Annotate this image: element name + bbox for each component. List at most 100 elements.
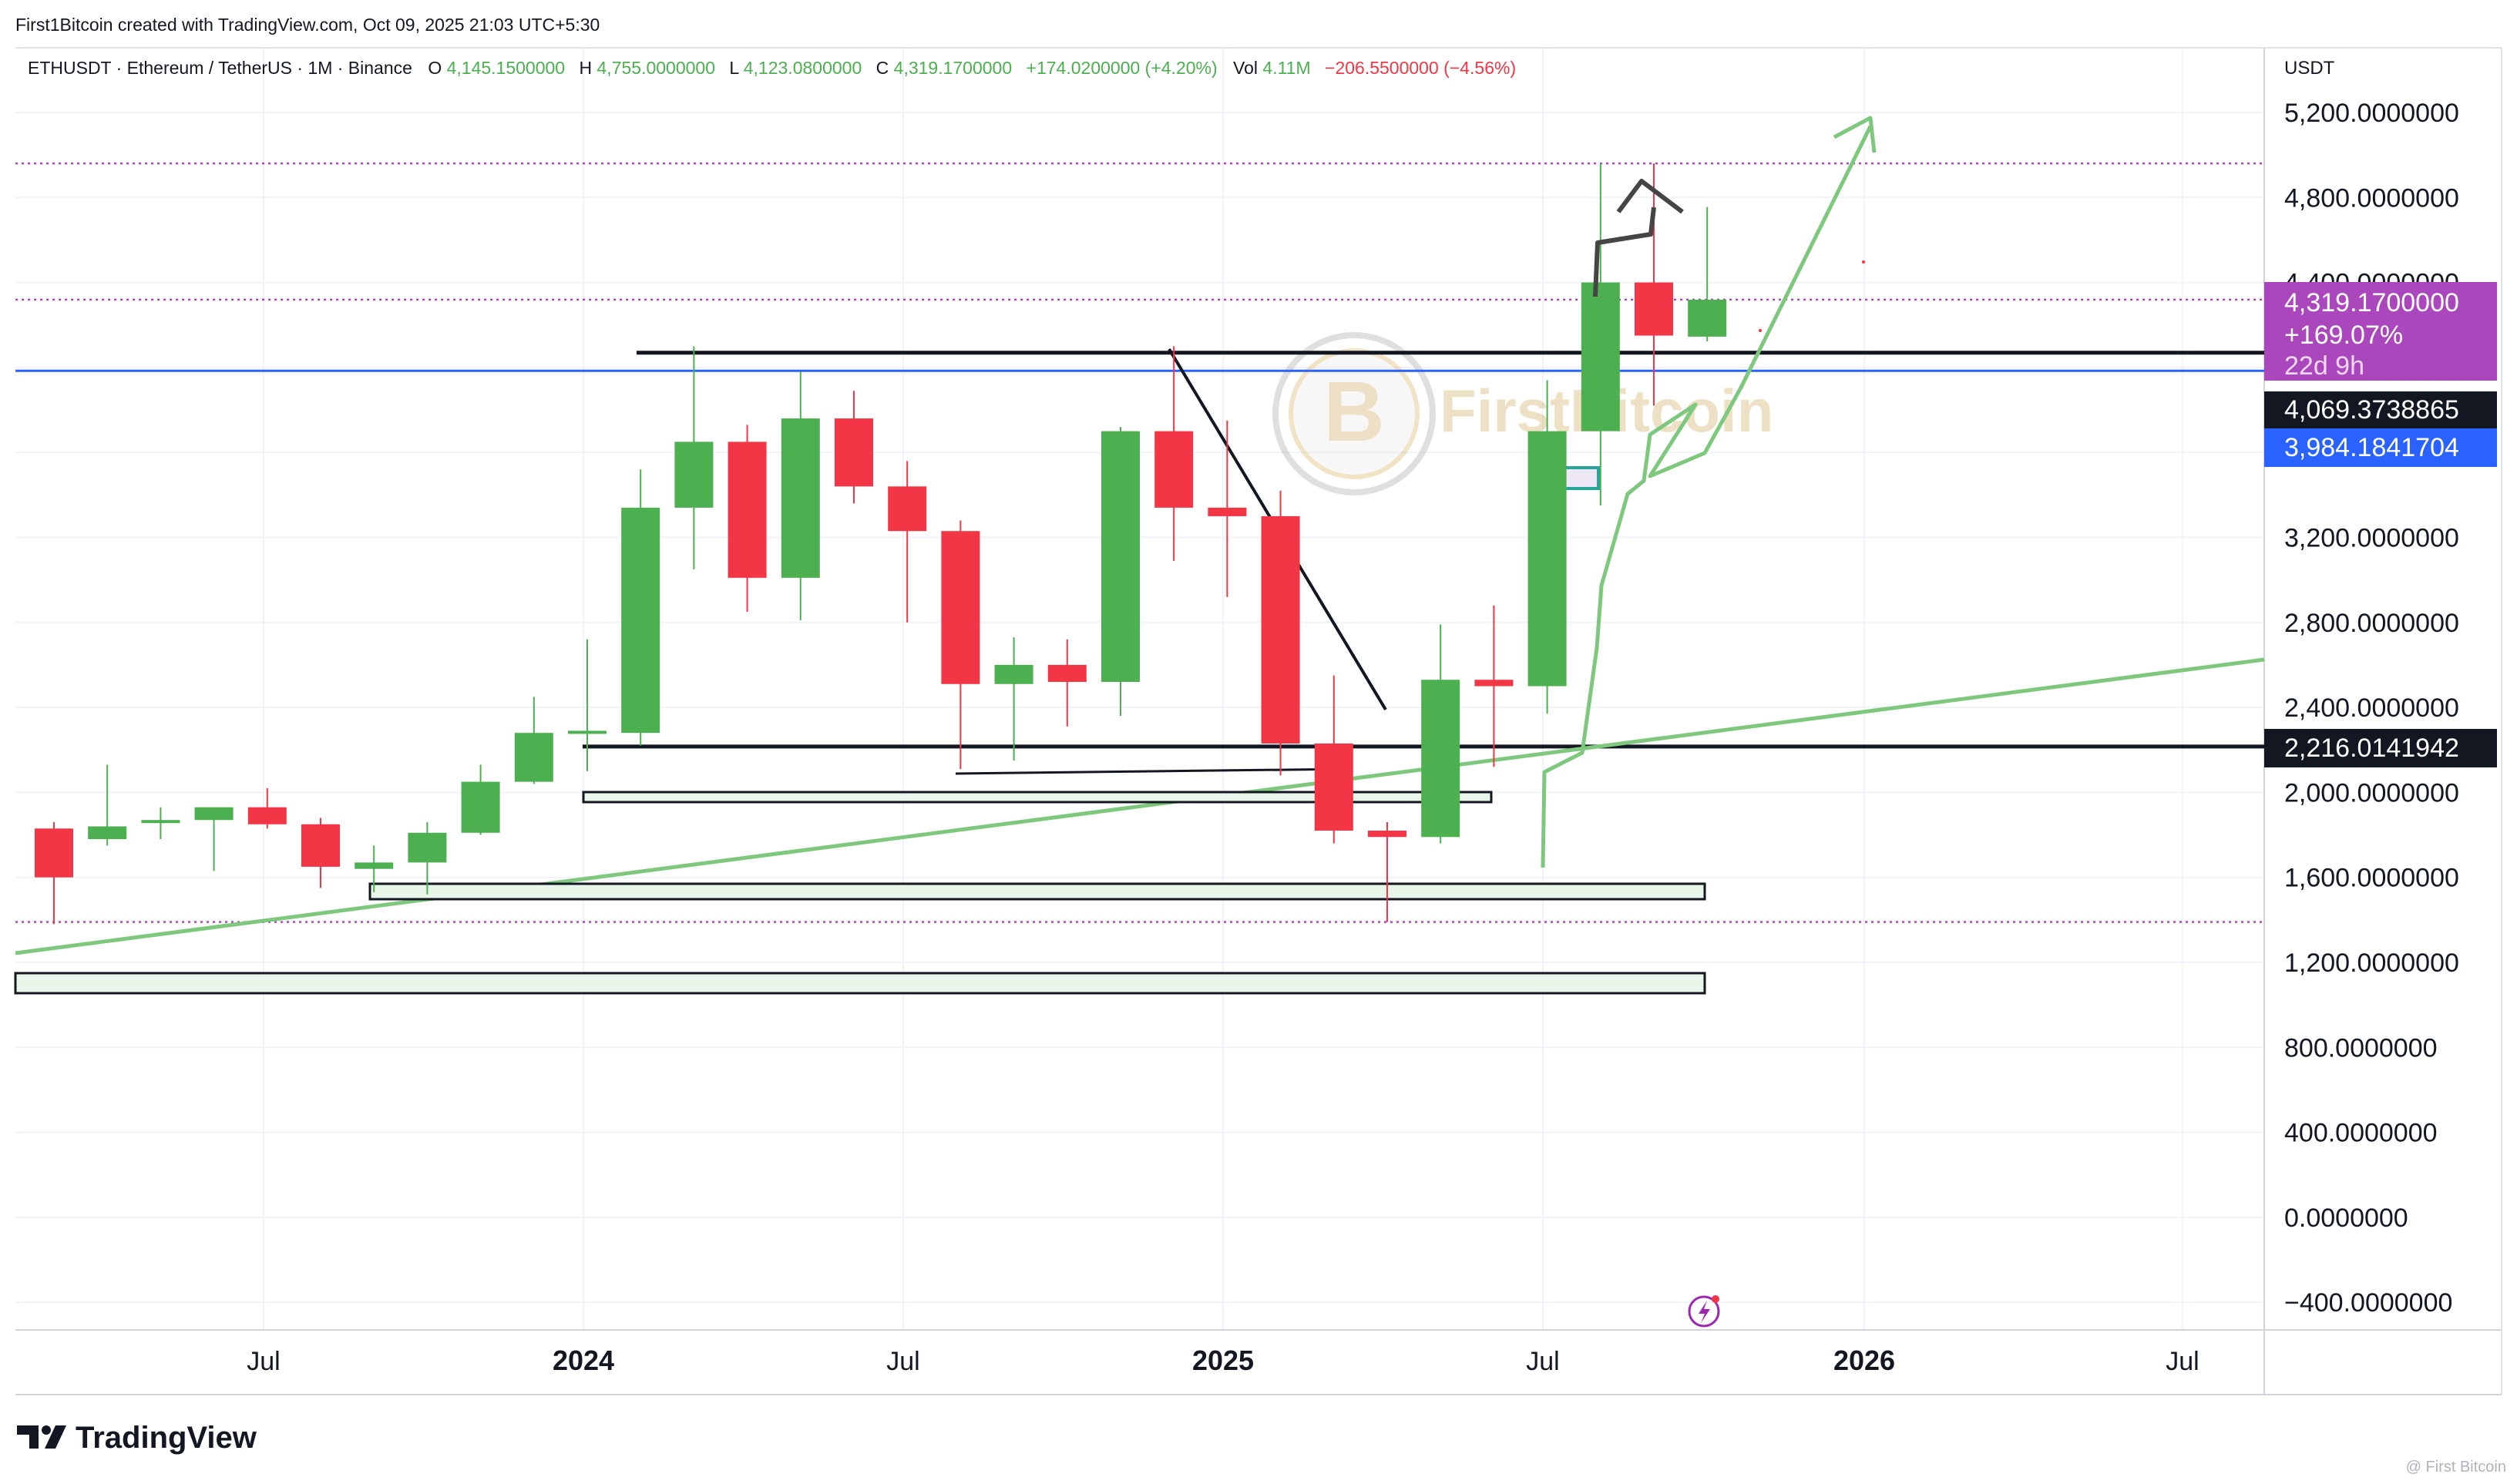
price-tick-label: 5,200.0000000	[2284, 99, 2459, 128]
candle[interactable]	[301, 818, 340, 888]
candle[interactable]	[1368, 822, 1406, 922]
level-label-black-value: 4,069.3738865	[2284, 395, 2459, 425]
candle[interactable]	[781, 371, 820, 621]
candle-body	[941, 531, 980, 684]
current-price-label: 4,319.1700000 +169.07% 22d 9h	[2264, 282, 2497, 381]
level-label-support: 2,216.0141942	[2264, 729, 2497, 767]
candle[interactable]	[1688, 206, 1727, 341]
price-tick-label: 2,800.0000000	[2284, 609, 2459, 638]
candle[interactable]	[1421, 624, 1460, 844]
candle[interactable]	[194, 807, 234, 871]
candle-body	[781, 418, 820, 578]
candle-body	[35, 828, 73, 878]
price-tick-label: 3,200.0000000	[2284, 524, 2459, 553]
candle[interactable]	[674, 346, 714, 569]
candle-body	[1208, 507, 1247, 516]
candle-body	[88, 826, 127, 840]
candle[interactable]	[1261, 490, 1300, 776]
projection-arrowhead[interactable]	[1833, 116, 1877, 153]
candle[interactable]	[1047, 639, 1087, 727]
price-tick-label: 1,200.0000000	[2284, 948, 2459, 978]
flash-icon[interactable]	[1688, 1295, 1720, 1328]
price-tick-label: 400.0000000	[2284, 1119, 2438, 1148]
candle[interactable]	[1581, 163, 1620, 506]
candle-body	[1368, 831, 1406, 838]
candle[interactable]	[621, 469, 660, 746]
candle[interactable]	[35, 822, 73, 925]
candle[interactable]	[514, 697, 553, 784]
time-tick: Jul	[247, 1347, 280, 1376]
candle-body	[461, 781, 500, 833]
candle-countdown: 22d 9h	[2284, 351, 2364, 381]
candle-body	[1101, 431, 1140, 683]
price-tick-label: 1,600.0000000	[2284, 864, 2459, 893]
level-label-blue-value: 3,984.1841704	[2284, 433, 2459, 462]
legend-change: +174.0200000 (+4.20%)	[1027, 58, 1218, 78]
annotation-layer[interactable]	[1541, 116, 1877, 868]
legend-close-value: 4,319.1700000	[894, 58, 1013, 78]
range-low-line[interactable]	[955, 767, 1352, 775]
candle-body	[1688, 299, 1727, 337]
candle[interactable]	[247, 787, 287, 829]
demand-zone-box[interactable]	[582, 791, 1493, 804]
legend-open-label: O	[428, 58, 442, 78]
small-zone-box[interactable]	[1559, 466, 1600, 490]
legend-open-value: 4,145.1500000	[447, 58, 566, 78]
candle[interactable]	[88, 764, 127, 846]
price-axis[interactable]: 5,200.00000004,800.00000004,400.00000003…	[2284, 99, 2459, 1318]
time-tick: Jul	[1526, 1347, 1559, 1376]
candle[interactable]	[835, 391, 873, 504]
legend-low-value: 4,123.0800000	[744, 58, 862, 78]
candle-body	[1474, 680, 1514, 687]
dot-marker	[1759, 329, 1762, 332]
candle-body	[728, 442, 767, 578]
ascending-trendline[interactable]	[15, 657, 2265, 955]
candle-body	[1261, 515, 1300, 744]
candle[interactable]	[1635, 163, 1673, 406]
legend-volume-value: 4.11M	[1262, 58, 1310, 78]
demand-zone-box[interactable]	[368, 882, 1706, 901]
current-price-value: 4,319.1700000	[2284, 288, 2459, 317]
candle[interactable]	[1101, 427, 1140, 717]
candle[interactable]	[408, 822, 447, 895]
candles[interactable]	[35, 163, 1727, 925]
time-tick: Jul	[886, 1347, 919, 1376]
price-tick-label: 2,400.0000000	[2284, 693, 2459, 723]
candle[interactable]	[1314, 675, 1353, 844]
candle[interactable]	[141, 807, 180, 840]
time-tick: 2024	[553, 1345, 614, 1376]
candle[interactable]	[941, 520, 980, 770]
time-tick: 2025	[1192, 1345, 1254, 1376]
projection-path[interactable]	[1541, 125, 1873, 868]
tradingview-logo-text: TradingView	[76, 1421, 257, 1455]
candle-body	[301, 824, 340, 867]
tradingview-logo: TradingView	[17, 1421, 257, 1455]
candle[interactable]	[994, 637, 1033, 761]
legend-row: ETHUSDT · Ethereum / TetherUS · 1M · Bin…	[28, 58, 1516, 78]
candle[interactable]	[1474, 605, 1514, 767]
candle[interactable]	[1527, 380, 1567, 714]
candle-body	[994, 664, 1033, 684]
candle[interactable]	[461, 764, 500, 835]
candle-body	[621, 507, 660, 734]
candle[interactable]	[888, 461, 927, 623]
gray-arrowhead[interactable]	[1616, 179, 1684, 214]
legend-symbol: ETHUSDT · Ethereum / TetherUS · 1M · Bin…	[28, 58, 412, 78]
watermark-b-icon: B	[1323, 364, 1384, 459]
candle[interactable]	[355, 845, 394, 893]
candle[interactable]	[1208, 420, 1247, 597]
candle[interactable]	[1154, 346, 1194, 561]
gray-path[interactable]	[1593, 206, 1656, 297]
legend-close-label: C	[876, 58, 889, 78]
candle[interactable]	[728, 425, 767, 613]
created-by-text: First1Bitcoin created with TradingView.c…	[15, 15, 600, 35]
axis-currency: USDT	[2284, 58, 2335, 79]
legend-high-label: H	[580, 58, 593, 78]
demand-zone-box[interactable]	[14, 972, 1706, 995]
price-tick-label: 0.0000000	[2284, 1204, 2408, 1233]
dot-marker	[1862, 260, 1865, 264]
time-axis[interactable]: Jul 2024 Jul 2025 Jul 2026 Jul	[247, 1345, 2199, 1376]
candle[interactable]	[568, 639, 607, 771]
